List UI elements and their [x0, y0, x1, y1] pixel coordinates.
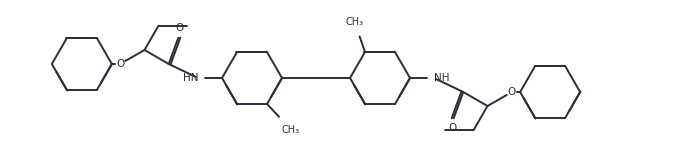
Text: O: O [449, 123, 457, 133]
Text: NH: NH [434, 73, 449, 83]
Text: HN: HN [183, 73, 198, 83]
Text: O: O [175, 23, 183, 33]
Text: O: O [508, 87, 516, 97]
Text: CH₃: CH₃ [346, 17, 363, 27]
Text: O: O [116, 59, 124, 69]
Text: CH₃: CH₃ [282, 125, 300, 135]
